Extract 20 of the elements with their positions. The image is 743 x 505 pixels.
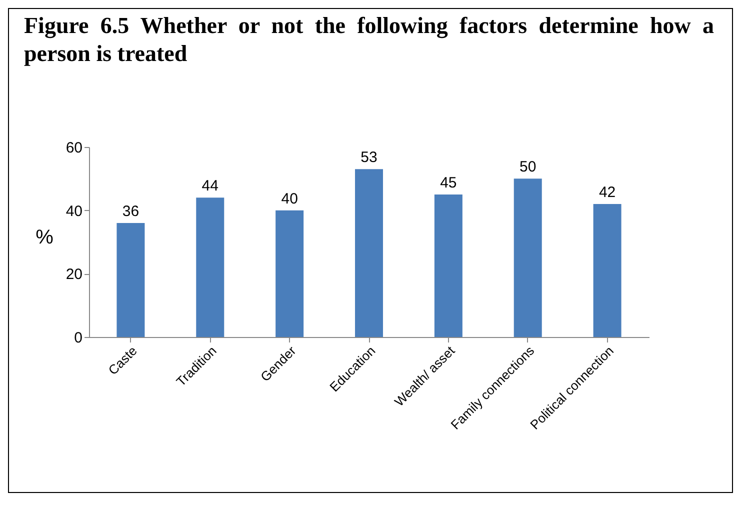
bar — [196, 198, 224, 337]
y-tick-label: 40 — [66, 202, 82, 220]
y-tick-label: 60 — [66, 140, 82, 156]
data-label: 42 — [598, 184, 616, 201]
data-label: 40 — [281, 190, 298, 208]
data-label: 50 — [520, 158, 536, 176]
bar — [514, 178, 542, 337]
bar — [116, 223, 145, 337]
bar — [434, 194, 462, 337]
bar — [355, 169, 383, 337]
y-tick-label: 20 — [66, 266, 82, 284]
data-label: 45 — [440, 174, 457, 192]
chart-title: Figure 6.5 Whether or not the following factors determine how a person is treated — [24, 12, 714, 68]
data-label: 44 — [202, 178, 218, 195]
bar — [276, 210, 304, 337]
bar — [593, 204, 622, 337]
data-label: 36 — [122, 203, 140, 220]
data-label: 53 — [360, 149, 378, 166]
y-axis-title: % — [36, 226, 54, 248]
y-tick-label: 0 — [74, 330, 82, 346]
